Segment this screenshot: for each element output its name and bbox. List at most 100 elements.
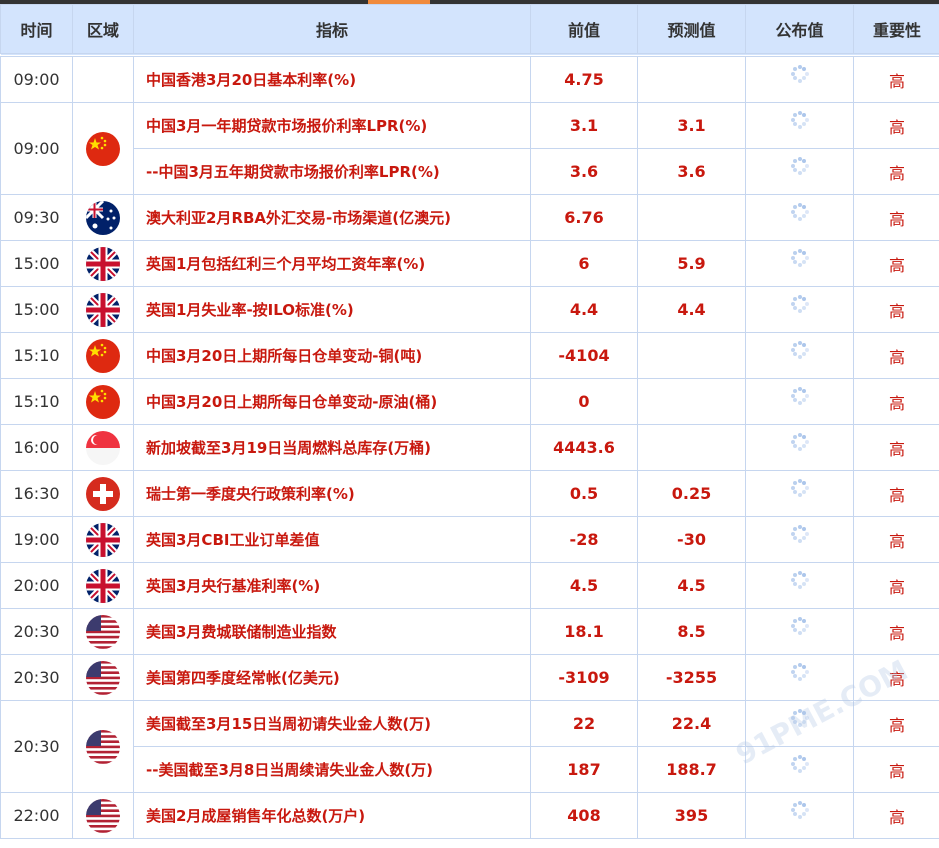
loading-spinner-icon: [790, 478, 809, 497]
indicator-link[interactable]: 美国2月成屋销售年化总数(万户): [133, 792, 531, 839]
indicator-link[interactable]: 新加坡截至3月19日当周燃料总库存(万桶): [133, 424, 531, 471]
forecast-value: 22.4: [637, 700, 746, 747]
region-cell: [72, 654, 134, 701]
loading-spinner-icon: [790, 662, 809, 681]
indicator-link[interactable]: 英国1月包括红利三个月平均工资年率(%): [133, 240, 531, 287]
actual-value: [745, 148, 854, 195]
importance-value: 高: [853, 608, 939, 655]
region-cell: [72, 332, 134, 379]
region-cell: [72, 424, 134, 471]
importance-value: 高: [853, 746, 939, 793]
table-row[interactable]: 09:00 中国3月一年期贷款市场报价利率LPR(%) 3.1 3.1 高: [0, 102, 939, 195]
table-row[interactable]: 15:10 中国3月20日上期所每日仓单变动-铜(吨) -4104 高: [0, 332, 939, 379]
region-cell: [72, 562, 134, 609]
actual-value: [745, 54, 854, 103]
importance-value: 高: [853, 332, 939, 379]
indicator-link[interactable]: 中国3月一年期贷款市场报价利率LPR(%): [133, 102, 531, 149]
indicator-link[interactable]: 中国香港3月20日基本利率(%): [133, 54, 531, 103]
previous-value: -28: [530, 516, 638, 563]
actual-value: [745, 424, 854, 471]
australia-flag-icon: [86, 200, 120, 235]
forecast-value: [637, 424, 746, 471]
table-row[interactable]: 19:00 英国3月CBI工业订单差值 -28 -30 高: [0, 516, 939, 563]
table-row[interactable]: --美国截至3月8日当周续请失业金人数(万) 187 188.7 高: [1, 746, 939, 793]
table-row[interactable]: 15:00 英国1月失业率-按ILO标准(%) 4.4 4.4 高: [0, 286, 939, 333]
region-cell: [72, 700, 134, 793]
active-tab-indicator: [368, 0, 430, 4]
col-indicator: 指标: [133, 4, 531, 57]
uk-flag-icon: [86, 568, 120, 603]
table-row[interactable]: 15:10 中国3月20日上期所每日仓单变动-原油(桶) 0 高: [0, 378, 939, 425]
region-cell: [72, 54, 134, 103]
actual-value: [745, 332, 854, 379]
indicator-link[interactable]: 中国3月20日上期所每日仓单变动-原油(桶): [133, 378, 531, 425]
previous-value: -3109: [530, 654, 638, 701]
loading-spinner-icon: [790, 248, 809, 267]
forecast-value: [637, 54, 746, 103]
table-row[interactable]: --中国3月五年期贷款市场报价利率LPR(%) 3.6 3.6 高: [1, 148, 939, 195]
indicator-link[interactable]: 英国3月央行基准利率(%): [133, 562, 531, 609]
uk-flag-icon: [86, 246, 120, 281]
actual-value: [745, 286, 854, 333]
loading-spinner-icon: [790, 800, 809, 819]
loading-spinner-icon: [790, 754, 809, 773]
table-row[interactable]: 16:30 瑞士第一季度央行政策利率(%) 0.5 0.25 高: [0, 470, 939, 517]
actual-value: [745, 792, 854, 839]
previous-value: 408: [530, 792, 638, 839]
actual-value: [745, 102, 854, 149]
indicator-link[interactable]: 英国1月失业率-按ILO标准(%): [133, 286, 531, 333]
table-row[interactable]: 20:30 美国截至3月15日当周初请失业金人数(万) 22 22.4 高: [0, 700, 939, 793]
indicator-link[interactable]: 瑞士第一季度央行政策利率(%): [133, 470, 531, 517]
economic-calendar-table: 时间 区域 指标 前值 预测值 公布值 重要性 09:00 中国香港3月20日基本…: [0, 4, 939, 839]
usa-flag-icon: [86, 614, 120, 649]
actual-value: [745, 562, 854, 609]
loading-spinner-icon: [790, 616, 809, 635]
indicator-link[interactable]: 美国截至3月15日当周初请失业金人数(万): [133, 700, 531, 747]
region-cell: [72, 102, 134, 195]
china-flag-icon: [86, 384, 120, 419]
importance-value: 高: [853, 700, 939, 747]
indicator-link[interactable]: --中国3月五年期贷款市场报价利率LPR(%): [133, 148, 531, 195]
time-cell: 20:30: [0, 654, 73, 701]
actual-value: [745, 378, 854, 425]
actual-value: [745, 746, 854, 793]
importance-value: 高: [853, 654, 939, 701]
col-actual: 公布值: [745, 4, 854, 57]
top-bar: [0, 0, 939, 4]
time-cell: 15:10: [0, 332, 73, 379]
previous-value: 18.1: [530, 608, 638, 655]
usa-flag-icon: [86, 798, 120, 833]
table-row[interactable]: 20:30 美国第四季度经常帐(亿美元) -3109 -3255 高: [0, 654, 939, 701]
indicator-link[interactable]: 中国3月20日上期所每日仓单变动-铜(吨): [133, 332, 531, 379]
table-row[interactable]: 22:00 美国2月成屋销售年化总数(万户) 408 395 高: [0, 792, 939, 839]
loading-spinner-icon: [790, 340, 809, 359]
time-cell: 16:30: [0, 470, 73, 517]
region-cell: [72, 194, 134, 241]
loading-spinner-icon: [790, 294, 809, 313]
table-row[interactable]: 16:00 新加坡截至3月19日当周燃料总库存(万桶) 4443.6 高: [0, 424, 939, 471]
importance-value: 高: [853, 148, 939, 195]
indicator-link[interactable]: --美国截至3月8日当周续请失业金人数(万): [133, 746, 531, 793]
table-row[interactable]: 20:00 英国3月央行基准利率(%) 4.5 4.5 高: [0, 562, 939, 609]
indicator-link[interactable]: 澳大利亚2月RBA外汇交易-市场渠道(亿澳元): [133, 194, 531, 241]
forecast-value: [637, 194, 746, 241]
table-row[interactable]: 15:00 英国1月包括红利三个月平均工资年率(%) 6 5.9 高: [0, 240, 939, 287]
switzerland-flag-icon: [86, 476, 120, 511]
previous-value: 3.1: [530, 102, 638, 149]
indicator-link[interactable]: 美国3月费城联储制造业指数: [133, 608, 531, 655]
importance-value: 高: [853, 792, 939, 839]
indicator-link[interactable]: 美国第四季度经常帐(亿美元): [133, 654, 531, 701]
table-row[interactable]: 09:00 中国香港3月20日基本利率(%) 4.75 高: [0, 54, 939, 103]
region-cell: [72, 792, 134, 839]
previous-value: 6: [530, 240, 638, 287]
importance-value: 高: [853, 102, 939, 149]
table-row[interactable]: 20:30 美国3月费城联储制造业指数 18.1 8.5 高: [0, 608, 939, 655]
forecast-value: -3255: [637, 654, 746, 701]
table-row[interactable]: 09:30 澳大利亚2月RBA外汇交易-市场渠道(亿澳元) 6.76 高: [0, 194, 939, 241]
loading-spinner-icon: [790, 570, 809, 589]
previous-value: 0.5: [530, 470, 638, 517]
indicator-link[interactable]: 英国3月CBI工业订单差值: [133, 516, 531, 563]
loading-spinner-icon: [790, 64, 809, 83]
forecast-value: 188.7: [637, 746, 746, 793]
actual-value: [745, 516, 854, 563]
